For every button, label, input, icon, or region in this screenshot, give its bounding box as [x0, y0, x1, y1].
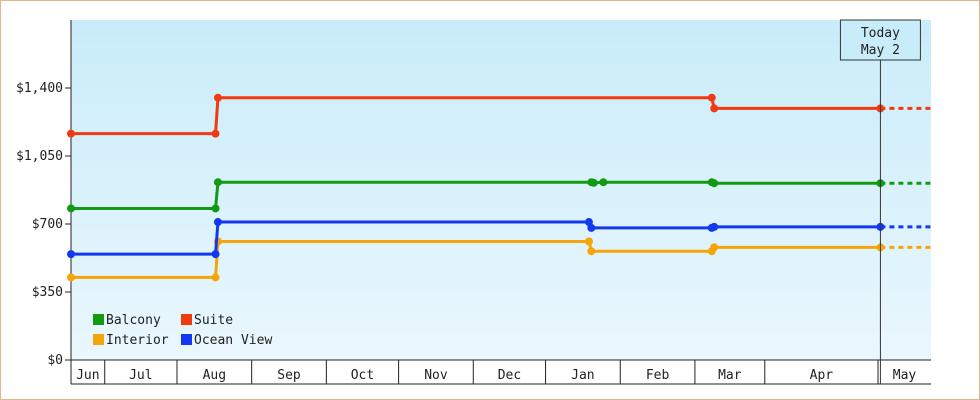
month-label: Sep [277, 368, 301, 383]
series-ocean-view [67, 218, 931, 259]
data-point [707, 93, 716, 102]
data-point [67, 250, 75, 259]
series-line [71, 96, 881, 136]
today-label: Today [861, 26, 900, 41]
legend-swatch [93, 314, 104, 325]
y-tick-label: $1,400 [16, 81, 63, 96]
data-point [211, 204, 220, 213]
y-tick-label: $0 [47, 353, 63, 368]
y-tick-label: $350 [32, 285, 63, 300]
data-point [213, 178, 222, 187]
legend-label: Balcony [106, 313, 161, 328]
today-marker: Today May 2 [839, 19, 921, 384]
data-point [211, 273, 220, 282]
month-label: Apr [810, 368, 834, 383]
legend-label: Ocean View [194, 333, 272, 348]
series-balcony [67, 178, 931, 213]
month-label: Aug [203, 368, 226, 383]
data-point [67, 273, 75, 282]
data-point [211, 129, 220, 138]
data-point [213, 218, 222, 227]
month-label: Mar [718, 368, 742, 383]
data-point [710, 104, 719, 113]
today-box [839, 19, 921, 61]
month-label: May [893, 368, 917, 383]
data-point [710, 222, 719, 231]
month-label: Jan [571, 368, 594, 383]
month-label: Oct [351, 368, 374, 383]
data-point [587, 247, 596, 256]
month-label: Jun [76, 368, 99, 383]
today-date: May 2 [861, 43, 900, 58]
data-point [67, 129, 75, 138]
data-point [211, 250, 220, 259]
legend-label: Suite [194, 313, 233, 328]
plot-area [71, 20, 931, 360]
month-label: Jul [129, 368, 152, 383]
legend-swatch [181, 334, 192, 345]
data-point [599, 178, 608, 187]
legend-label: Interior [106, 333, 169, 348]
legend-swatch [93, 334, 104, 345]
data-point [67, 204, 75, 213]
axes: $0 $350 $700 $1,050 $1,400 Jun Jul Aug Sep Oct Nov… [16, 20, 931, 385]
legend: Balcony Suite Interior Ocean View [93, 313, 272, 348]
data-point [587, 223, 596, 232]
legend-swatch [181, 314, 192, 325]
data-point [584, 237, 593, 246]
data-point [589, 178, 598, 187]
series-layer [67, 93, 931, 282]
data-point [213, 93, 222, 102]
y-tick-label: $700 [32, 217, 63, 232]
data-point [710, 243, 719, 252]
month-label: Dec [498, 368, 521, 383]
month-label: Feb [646, 368, 670, 383]
y-tick-label: $1,050 [16, 149, 63, 164]
month-label: Nov [424, 368, 448, 383]
data-point [710, 179, 719, 188]
